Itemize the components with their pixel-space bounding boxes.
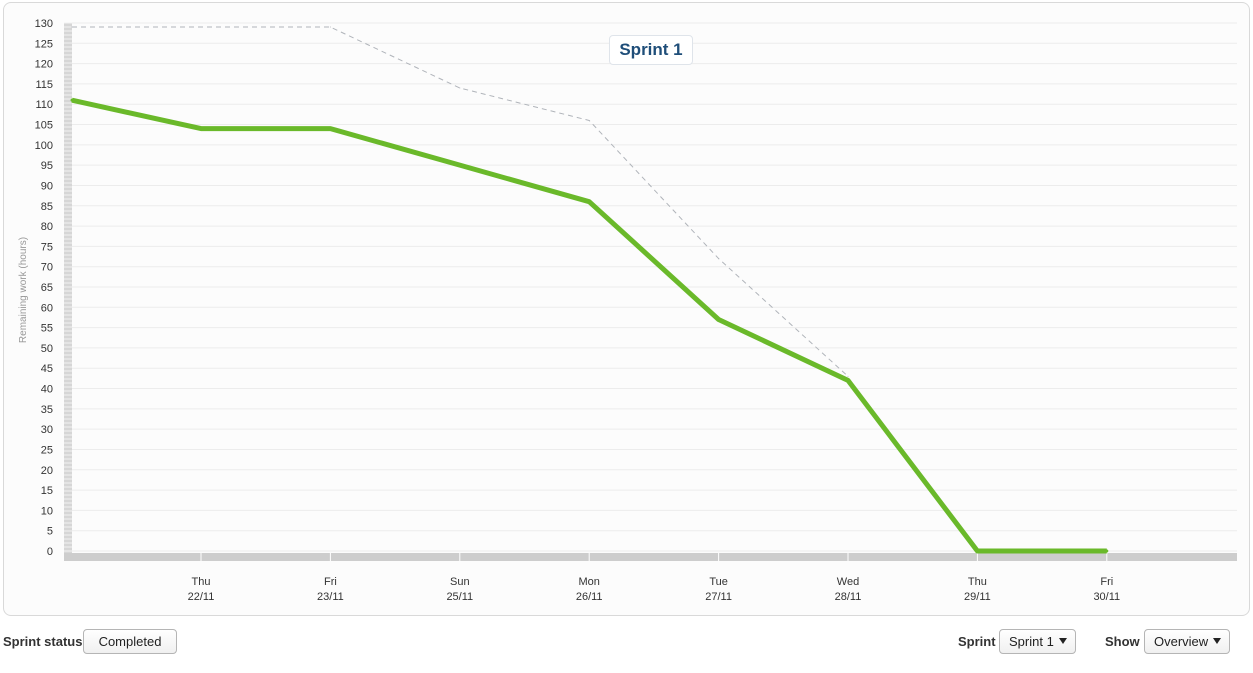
y-tick-label: 100 bbox=[35, 140, 53, 152]
x-tick-label: 30/11 bbox=[1093, 591, 1120, 603]
y-tick-label: 70 bbox=[41, 262, 53, 274]
x-tick-label: Fri bbox=[324, 576, 337, 588]
show-select-label: Show bbox=[1105, 634, 1140, 649]
remaining-work-point bbox=[70, 98, 74, 102]
x-axis-bar bbox=[64, 553, 1237, 561]
remaining-work-point bbox=[975, 549, 979, 553]
burndown-chart: 0 5 10 15 20 25 30 35 40 45 50 55 60 65 70 75 80 85 90 95 10… bbox=[18, 18, 1237, 603]
y-tick-label: 105 bbox=[35, 120, 53, 132]
y-tick-label: 10 bbox=[41, 505, 53, 517]
y-tick-label: 85 bbox=[41, 201, 53, 213]
remaining-work-point bbox=[458, 163, 462, 167]
sprint-status-label: Sprint status bbox=[3, 634, 83, 649]
ideal-point bbox=[329, 26, 331, 28]
x-tick-label: 29/11 bbox=[964, 591, 991, 603]
y-tick-label: 115 bbox=[35, 79, 53, 91]
y-tick-label: 50 bbox=[41, 343, 53, 355]
x-tick-label: Mon bbox=[578, 576, 599, 588]
show-select[interactable]: Overview bbox=[1144, 629, 1230, 654]
x-tick-label: Tue bbox=[709, 576, 728, 588]
ideal-point bbox=[588, 119, 590, 121]
remaining-work-point bbox=[328, 127, 332, 131]
y-tick-label: 30 bbox=[41, 424, 53, 436]
ideal-point bbox=[459, 87, 461, 89]
x-tick-label: 27/11 bbox=[705, 591, 732, 603]
y-axis-bar bbox=[64, 23, 72, 561]
y-tick-label: 95 bbox=[41, 160, 53, 172]
y-tick-label: 125 bbox=[35, 38, 53, 50]
y-tick-label: 15 bbox=[41, 485, 53, 497]
remaining-work-line bbox=[71, 97, 1107, 554]
sprint-status-button[interactable]: Completed bbox=[83, 629, 177, 654]
y-tick-label: 65 bbox=[41, 282, 53, 294]
ideal-point bbox=[718, 258, 720, 260]
x-tick-label: 22/11 bbox=[188, 591, 215, 603]
y-tick-label: 120 bbox=[35, 59, 53, 71]
remaining-work-point bbox=[199, 127, 203, 131]
remaining-work-point bbox=[717, 317, 721, 321]
sprint-select-value: Sprint 1 bbox=[1009, 634, 1054, 649]
x-tick-label: Fri bbox=[1100, 576, 1113, 588]
remaining-work-point bbox=[1105, 549, 1109, 553]
y-tick-label: 45 bbox=[41, 363, 53, 375]
y-tick-label: 35 bbox=[41, 404, 53, 416]
x-tick-label: Thu bbox=[968, 576, 987, 588]
x-tick-label: 26/11 bbox=[576, 591, 603, 603]
x-tick-label: Thu bbox=[192, 576, 211, 588]
show-select-value: Overview bbox=[1154, 634, 1209, 649]
x-tick-label: 25/11 bbox=[446, 591, 473, 603]
x-tick-label: Wed bbox=[837, 576, 859, 588]
y-tick-label: 55 bbox=[41, 323, 53, 335]
chart-title: Sprint 1 bbox=[609, 35, 693, 65]
y-tick-label: 5 bbox=[47, 526, 53, 538]
sprint-select[interactable]: Sprint 1 bbox=[999, 629, 1076, 654]
ideal-remaining-line bbox=[72, 26, 849, 377]
y-tick-label: 25 bbox=[41, 444, 53, 456]
y-tick-label: 0 bbox=[47, 546, 53, 558]
y-tick-label: 130 bbox=[35, 18, 53, 30]
y-tick-label: 20 bbox=[41, 465, 53, 477]
y-tick-label: 60 bbox=[41, 302, 53, 314]
y-tick-label: 75 bbox=[41, 241, 53, 253]
y-tick-label: 90 bbox=[41, 180, 53, 192]
footer-bar: Sprint status Completed Sprint Sprint 1 … bbox=[0, 625, 1253, 659]
x-tick-label: 28/11 bbox=[835, 591, 862, 603]
remaining-work-point bbox=[587, 200, 591, 204]
x-tick-label: 23/11 bbox=[317, 591, 344, 603]
chevron-down-icon bbox=[1059, 638, 1067, 644]
x-tick-label: Sun bbox=[450, 576, 470, 588]
ideal-point bbox=[71, 26, 73, 28]
ideal-point bbox=[847, 375, 849, 377]
y-tick-label: 80 bbox=[41, 221, 53, 233]
y-tick-label: 40 bbox=[41, 384, 53, 396]
sprint-select-label: Sprint bbox=[958, 634, 996, 649]
y-axis-title: Remaining work (hours) bbox=[18, 237, 29, 343]
chevron-down-icon bbox=[1213, 638, 1221, 644]
y-tick-label: 110 bbox=[35, 99, 53, 111]
remaining-work-point bbox=[846, 378, 850, 382]
